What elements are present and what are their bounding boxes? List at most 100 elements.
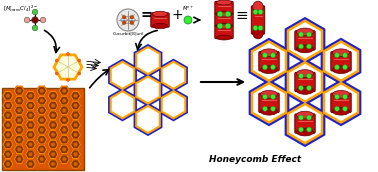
FancyBboxPatch shape [331,93,351,112]
Polygon shape [51,113,55,117]
Polygon shape [15,117,23,124]
Polygon shape [321,79,361,126]
Circle shape [342,94,347,99]
Polygon shape [49,121,57,128]
Polygon shape [36,115,48,125]
Circle shape [299,85,304,90]
Polygon shape [162,62,185,89]
Circle shape [217,23,223,29]
Polygon shape [38,107,46,114]
Ellipse shape [260,108,277,115]
Polygon shape [6,133,10,137]
Circle shape [299,44,304,49]
Polygon shape [324,83,358,122]
Polygon shape [15,87,23,94]
Polygon shape [17,108,22,112]
Polygon shape [252,41,286,81]
Circle shape [122,21,126,25]
Polygon shape [36,125,48,135]
Polygon shape [2,101,14,110]
Polygon shape [51,162,55,166]
Polygon shape [25,120,36,130]
Ellipse shape [296,111,313,119]
Polygon shape [4,121,12,128]
Polygon shape [2,139,14,149]
Polygon shape [15,97,23,104]
Polygon shape [6,123,10,127]
Ellipse shape [296,45,313,53]
Circle shape [271,94,276,99]
Polygon shape [285,17,325,64]
Text: =: = [140,8,152,22]
Polygon shape [71,121,80,128]
Circle shape [32,25,38,31]
Polygon shape [70,159,81,169]
Polygon shape [4,102,12,109]
Polygon shape [49,112,57,119]
Polygon shape [49,151,57,158]
Polygon shape [111,91,134,118]
Ellipse shape [216,12,232,17]
Polygon shape [73,123,78,127]
FancyBboxPatch shape [151,13,169,27]
Circle shape [55,72,58,75]
Polygon shape [71,102,80,109]
Circle shape [299,115,304,120]
Polygon shape [6,113,10,117]
Polygon shape [49,102,57,109]
Polygon shape [36,154,48,164]
Polygon shape [47,120,59,130]
Polygon shape [62,108,67,112]
Polygon shape [26,121,34,128]
Polygon shape [6,143,10,147]
Polygon shape [39,147,44,151]
Polygon shape [38,117,46,124]
Polygon shape [4,160,12,168]
Polygon shape [51,104,55,108]
Ellipse shape [332,108,350,115]
Polygon shape [60,156,68,163]
Polygon shape [59,144,70,154]
Polygon shape [70,120,81,130]
Polygon shape [60,136,68,143]
Polygon shape [6,162,10,166]
Polygon shape [4,112,12,119]
Circle shape [299,73,304,78]
Polygon shape [73,143,78,147]
Polygon shape [17,128,22,132]
Polygon shape [26,131,34,138]
Polygon shape [15,156,23,163]
Polygon shape [54,55,82,79]
Circle shape [262,94,268,99]
Polygon shape [108,88,137,121]
Polygon shape [2,149,14,159]
Circle shape [342,53,347,58]
Polygon shape [111,62,134,89]
Polygon shape [136,47,160,74]
Polygon shape [73,152,78,156]
Polygon shape [60,117,68,124]
Polygon shape [36,86,48,96]
Polygon shape [59,125,70,135]
Polygon shape [14,135,25,145]
Circle shape [335,53,339,58]
Circle shape [130,21,134,25]
Circle shape [262,106,268,111]
Polygon shape [39,108,44,112]
Polygon shape [59,154,70,164]
Polygon shape [108,59,137,92]
Polygon shape [60,126,68,133]
Polygon shape [73,162,78,166]
Ellipse shape [260,90,277,98]
Polygon shape [36,135,48,145]
Polygon shape [133,73,163,107]
Ellipse shape [253,27,263,39]
Polygon shape [60,97,68,104]
Circle shape [130,15,134,19]
Ellipse shape [260,66,277,74]
Polygon shape [26,151,34,158]
Polygon shape [285,100,325,147]
Polygon shape [17,89,22,93]
Polygon shape [25,130,36,140]
Circle shape [225,11,231,17]
